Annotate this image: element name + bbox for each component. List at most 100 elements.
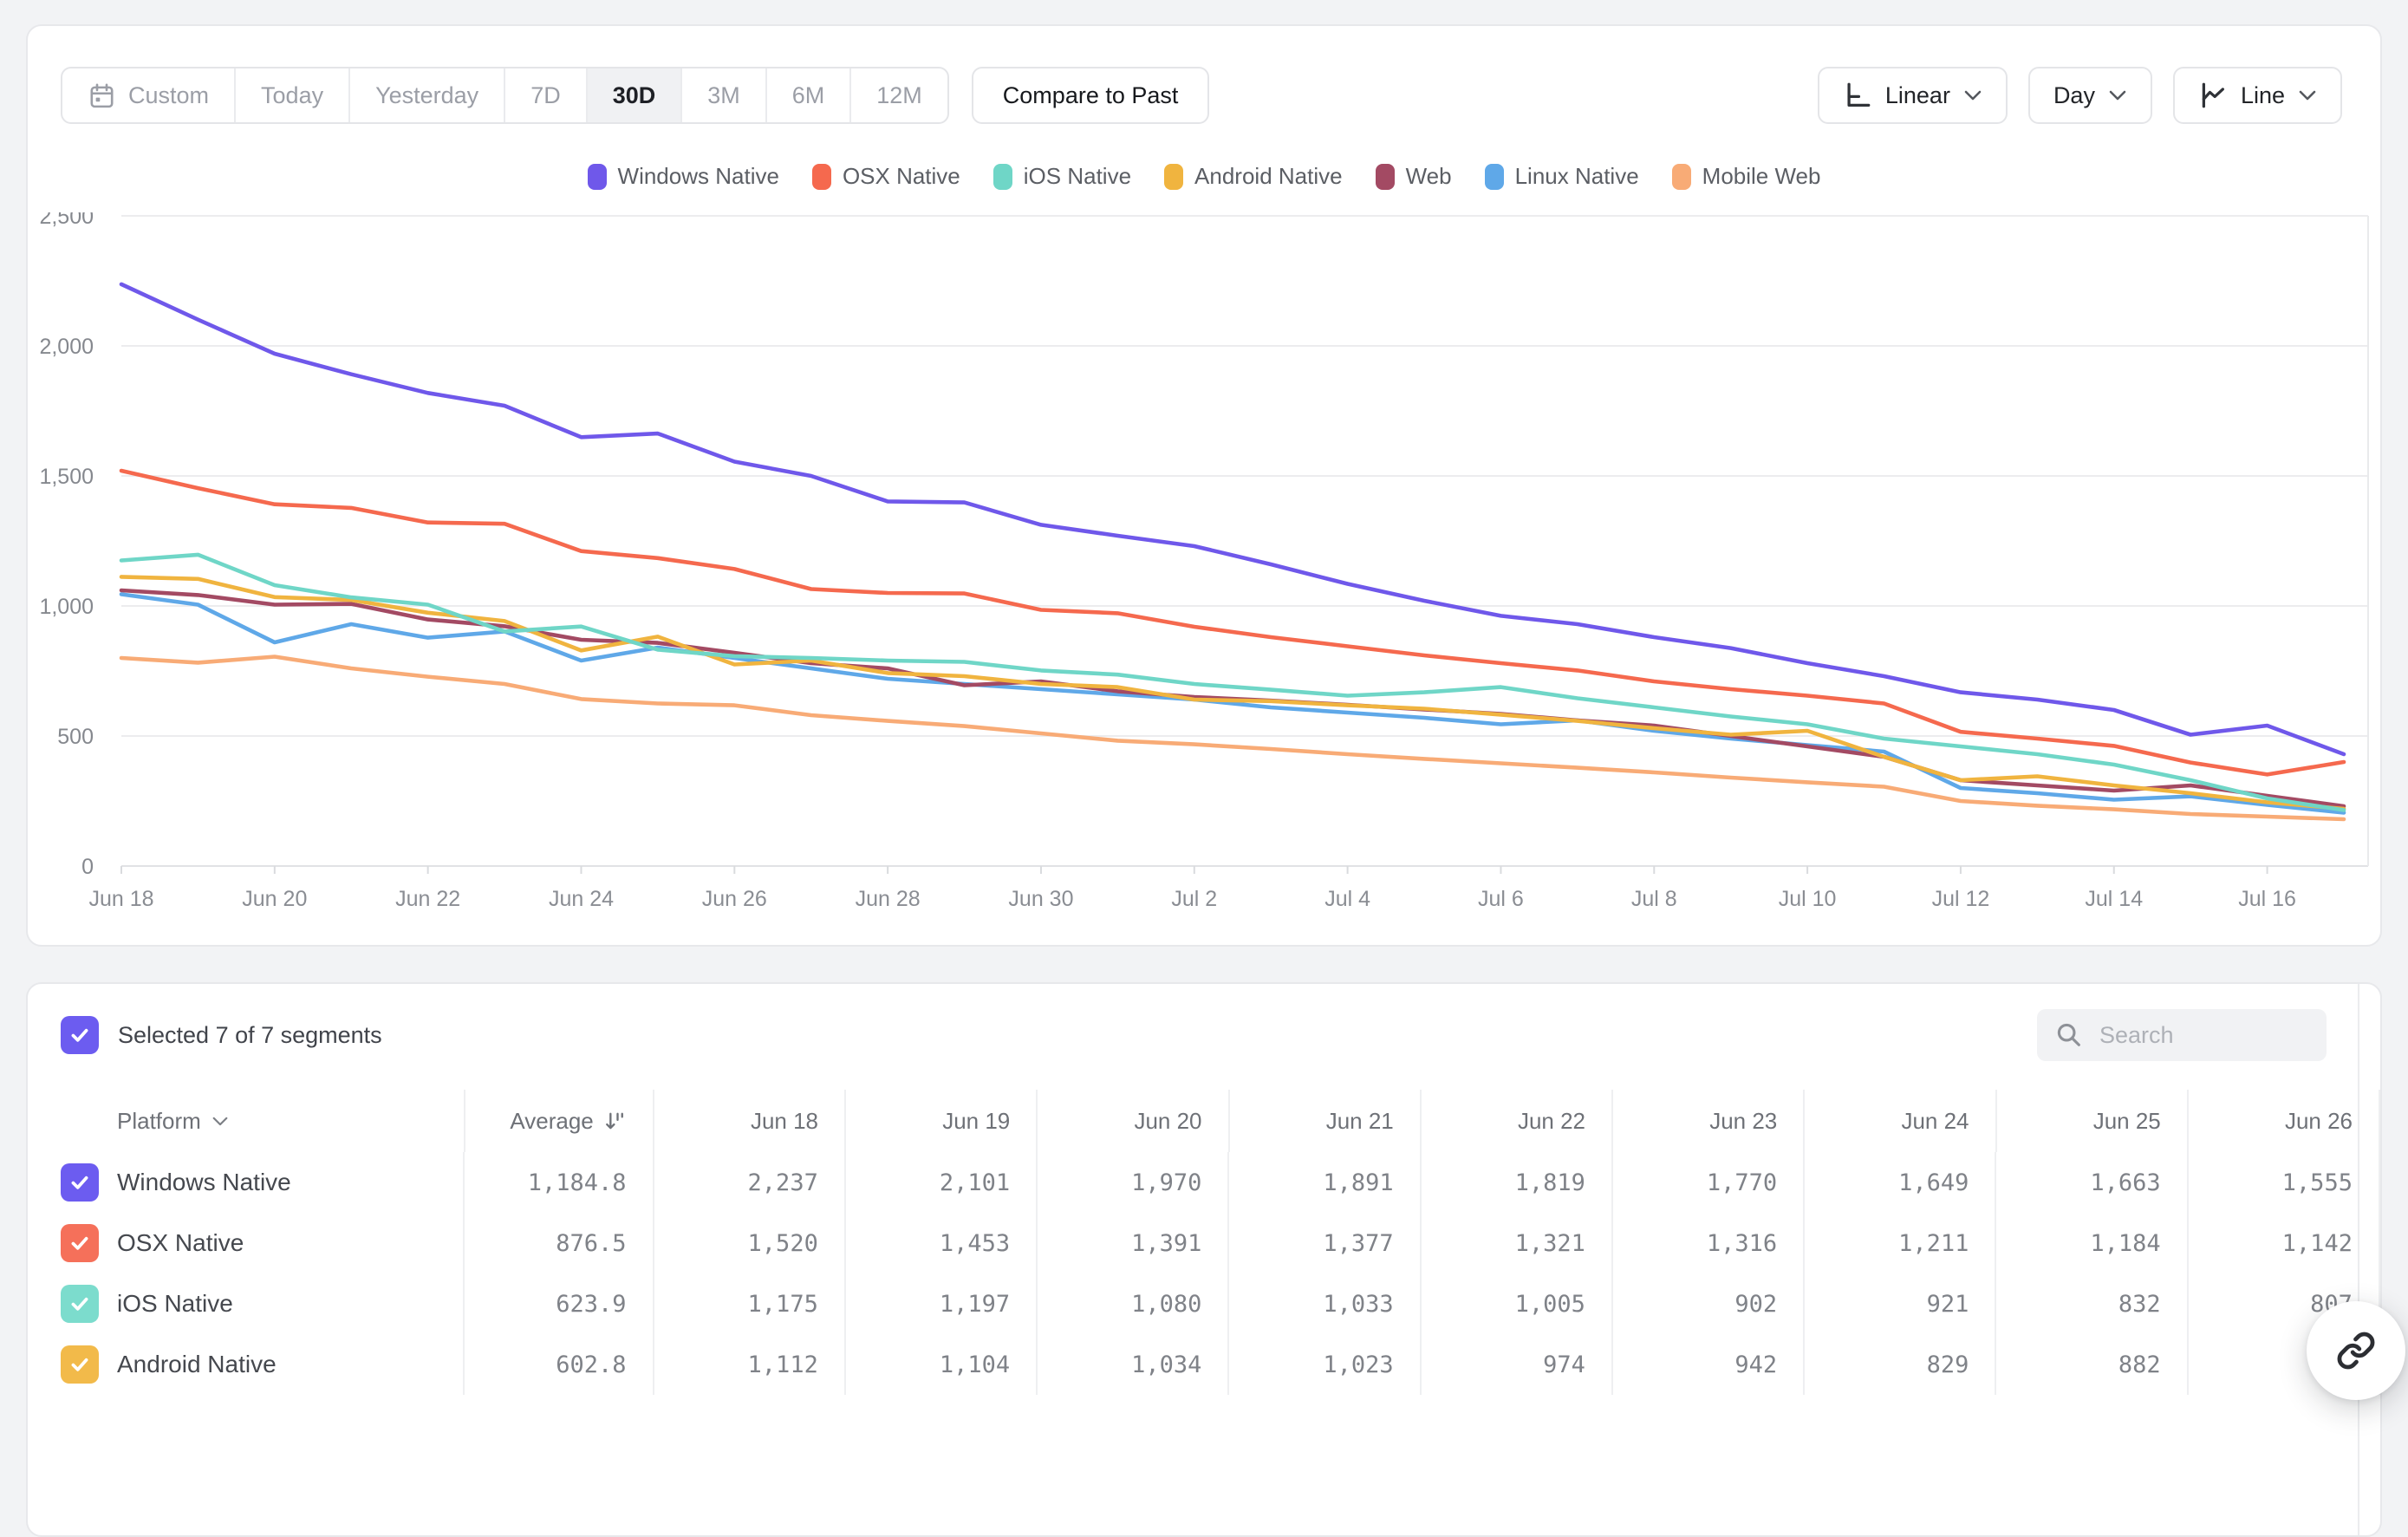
- legend-item-ios-native[interactable]: iOS Native: [992, 163, 1131, 190]
- range-12m[interactable]: 12M: [851, 68, 947, 122]
- compare-to-past-button[interactable]: Compare to Past: [971, 67, 1210, 124]
- x-axis-label: Jun 26: [702, 887, 767, 911]
- series-line-osx-native: [119, 468, 2346, 777]
- legend-item-windows-native[interactable]: Windows Native: [587, 163, 779, 190]
- legend-label: Linux Native: [1514, 163, 1639, 189]
- share-link-button[interactable]: [2307, 1301, 2405, 1400]
- segment-checkbox[interactable]: [61, 1224, 99, 1262]
- range-6m[interactable]: 6M: [767, 68, 852, 122]
- value-text: 1,080: [1131, 1290, 1202, 1318]
- column-header-date: Jun 24: [1805, 1090, 1997, 1152]
- compare-to-past-label: Compare to Past: [1002, 81, 1179, 108]
- value-cell: 2,237: [654, 1152, 846, 1213]
- column-header-label: Jun 20: [1134, 1107, 1202, 1134]
- column-header-label: Jun 19: [942, 1107, 1011, 1134]
- search-box[interactable]: [2037, 1009, 2327, 1061]
- column-header-date: Jun 19: [846, 1090, 1038, 1152]
- search-input[interactable]: [2098, 1020, 2309, 1050]
- value-text: 829: [1926, 1351, 1969, 1378]
- legend-item-android-native[interactable]: Android Native: [1164, 163, 1343, 190]
- value-cell: 1,197: [846, 1273, 1038, 1334]
- value-text: 2,237: [747, 1169, 818, 1196]
- value-cell: 1,819: [1422, 1152, 1613, 1213]
- value-text: 1,104: [939, 1351, 1011, 1378]
- column-header-platform[interactable]: Platform: [28, 1090, 465, 1152]
- legend-swatch: [811, 163, 831, 190]
- range-30d[interactable]: 30D: [587, 68, 683, 122]
- chevron-down-icon: [1963, 89, 1982, 101]
- select-all-checkbox[interactable]: [61, 1016, 99, 1054]
- value-text: 1,112: [747, 1351, 818, 1378]
- legend-item-mobile-web[interactable]: Mobile Web: [1671, 163, 1821, 190]
- range-today[interactable]: Today: [236, 68, 351, 122]
- table-row-android-native: Android Native 602.8 1,112 1,104 1,034 1,023 9…: [28, 1334, 2380, 1395]
- value-cell: 2,101: [846, 1152, 1038, 1213]
- legend-label: OSX Native: [842, 163, 960, 189]
- legend-label: Windows Native: [617, 163, 779, 189]
- table-header-bar: Selected 7 of 7 segments: [61, 1007, 2380, 1063]
- sort-descending-icon: [602, 1109, 627, 1133]
- value-cell: 1,175: [654, 1273, 846, 1334]
- value-text: 602.8: [556, 1351, 627, 1378]
- value-text: 2,101: [939, 1169, 1011, 1196]
- value-cell: 1,520: [654, 1213, 846, 1273]
- range-label: 12M: [876, 81, 922, 108]
- column-header-date: Jun 21: [1230, 1090, 1422, 1152]
- value-cell: 1,104: [846, 1334, 1038, 1395]
- value-cell: 1,316: [1613, 1213, 1806, 1273]
- range-label: Custom: [128, 81, 210, 108]
- platform-cell: Windows Native: [28, 1152, 465, 1213]
- chart-type-dropdown[interactable]: Line: [2172, 67, 2342, 124]
- interval-dropdown[interactable]: Day: [2027, 67, 2152, 124]
- legend-label: Android Native: [1194, 163, 1343, 189]
- y-axis-label: 2,000: [39, 335, 94, 359]
- x-axis-label: Jul 12: [1932, 887, 1990, 911]
- range-yesterday[interactable]: Yesterday: [350, 68, 506, 122]
- legend-swatch: [992, 163, 1012, 190]
- value-text: 1,453: [939, 1229, 1011, 1257]
- scale-dropdown[interactable]: Linear: [1817, 67, 2008, 124]
- value-cell: 1,023: [1229, 1334, 1422, 1395]
- link-icon: [2336, 1331, 2376, 1371]
- column-header-label: Jun 25: [2092, 1107, 2161, 1134]
- x-axis-label: Jun 30: [1008, 887, 1073, 911]
- legend-item-linux-native[interactable]: Linux Native: [1484, 163, 1639, 190]
- legend-label: Mobile Web: [1702, 163, 1821, 189]
- column-header-label: Jun 21: [1325, 1107, 1394, 1134]
- legend-swatch: [1671, 163, 1691, 190]
- x-axis-label: Jul 6: [1478, 887, 1524, 911]
- value-text: 1,211: [1898, 1229, 1969, 1257]
- legend-item-web[interactable]: Web: [1375, 163, 1452, 190]
- segment-checkbox[interactable]: [61, 1285, 99, 1323]
- legend-swatch: [587, 163, 607, 190]
- y-axis-label: 1,000: [39, 595, 94, 619]
- value-text: 1,034: [1131, 1351, 1202, 1378]
- value-text: 1,970: [1131, 1169, 1202, 1196]
- selected-summary: Selected 7 of 7 segments: [118, 1021, 382, 1048]
- value-cell: 882: [1996, 1334, 2189, 1395]
- range-3m[interactable]: 3M: [682, 68, 767, 122]
- value-text: 1,184.8: [527, 1169, 627, 1196]
- value-text: 1,819: [1514, 1169, 1585, 1196]
- segment-checkbox[interactable]: [61, 1163, 99, 1202]
- value-text: 1,520: [747, 1229, 818, 1257]
- x-axis-label: Jul 2: [1171, 887, 1217, 911]
- segment-checkbox[interactable]: [61, 1345, 99, 1384]
- calendar-icon: [88, 81, 116, 110]
- column-header-label: Jun 26: [2284, 1107, 2353, 1134]
- table-scroll-divider: [2358, 984, 2359, 1535]
- range-7d[interactable]: 7D: [505, 68, 588, 122]
- legend-item-osx-native[interactable]: OSX Native: [811, 163, 960, 190]
- range-label: Today: [261, 81, 324, 108]
- column-header-average[interactable]: Average: [465, 1090, 654, 1152]
- x-axis-label: Jul 10: [1779, 887, 1837, 911]
- value-text: 623.9: [556, 1290, 627, 1318]
- value-cell: 1,142: [2189, 1213, 2380, 1273]
- value-cell: 902: [1613, 1273, 1806, 1334]
- column-header-label: Platform: [117, 1107, 201, 1134]
- value-cell: 832: [1996, 1273, 2189, 1334]
- value-cell: 1,770: [1613, 1152, 1806, 1213]
- value-text: 1,184: [2090, 1229, 2161, 1257]
- search-icon: [2054, 1020, 2084, 1050]
- range-custom[interactable]: Custom: [62, 68, 237, 122]
